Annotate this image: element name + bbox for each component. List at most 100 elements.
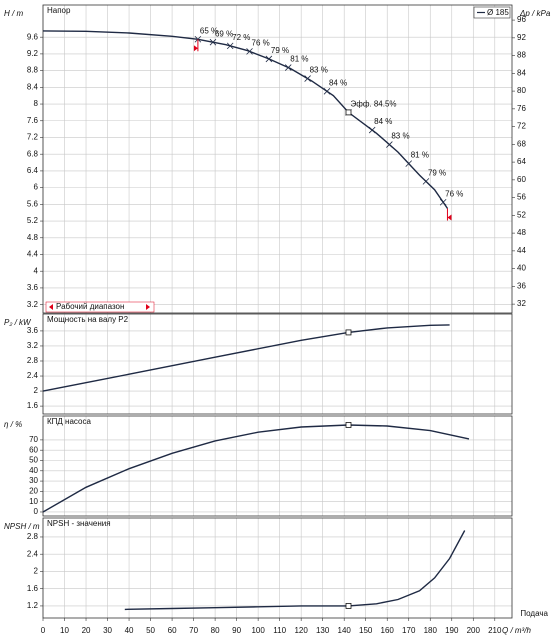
y-tick-label: 3.2: [27, 341, 39, 350]
y2-tick-label: 64: [517, 157, 526, 166]
legend-box: [473, 6, 511, 19]
efficiency-label: 76 %: [252, 38, 270, 47]
y2-tick-label: 84: [517, 68, 526, 77]
y2-tick-label: 92: [517, 33, 526, 42]
x-tick-label: 70: [189, 626, 198, 635]
y-tick-label: 4: [34, 266, 39, 275]
x-tick-label: 80: [211, 626, 220, 635]
y2-tick-label: 32: [517, 299, 526, 308]
x-tick-label: 40: [125, 626, 134, 635]
y-tick-label: 3.6: [27, 326, 39, 335]
x-tick-label: 130: [316, 626, 330, 635]
y-tick-label: 9.2: [27, 49, 39, 58]
bep-marker: [345, 422, 352, 428]
efficiency-label: 83 %: [391, 132, 409, 141]
y-tick-label: 2: [34, 386, 39, 395]
x-tick-label: 100: [251, 626, 265, 635]
y-tick-label: 9.6: [27, 32, 39, 41]
x-tick-label: 0: [41, 626, 46, 635]
range-label: Рабочий диапазон: [56, 302, 124, 311]
x-tick-label: 170: [402, 626, 416, 635]
efficiency-label: 81 %: [411, 151, 429, 160]
x-tick-label: 210: [488, 626, 502, 635]
y-tick-label: 2: [34, 567, 39, 576]
x-tick-label: 10: [60, 626, 69, 635]
x-tick-label: 20: [82, 626, 91, 635]
x-tick-label: 160: [381, 626, 395, 635]
efficiency-label: 83 %: [310, 66, 328, 75]
y-tick-label: 3.2: [27, 300, 39, 309]
y2-tick-label: 40: [517, 264, 526, 273]
x-axis-label: Q / m³/h: [502, 626, 531, 635]
efficiency-tick: [284, 64, 292, 71]
y-tick-label: 8: [34, 99, 39, 108]
y-axis-label: η / %: [4, 420, 22, 429]
bep-marker: [345, 329, 352, 336]
y-tick-label: 50: [29, 456, 38, 465]
y-tick-label: 30: [29, 476, 38, 485]
efficiency-tick: [386, 141, 393, 148]
range-legend-box: [45, 301, 155, 313]
efficiency-tick: [209, 38, 217, 46]
efficiency-tick: [304, 75, 311, 82]
y2-tick-label: 52: [517, 210, 526, 219]
y-tick-label: 20: [29, 486, 38, 495]
range-arrow: [193, 45, 198, 52]
plot-frame: [42, 4, 513, 314]
plot-frame: [42, 517, 513, 619]
y2-tick-label: 36: [517, 281, 526, 290]
curve: [42, 30, 449, 209]
y2-tick-label: 72: [517, 122, 526, 131]
y-tick-label: 0: [34, 507, 39, 516]
y-tick-label: 1.2: [27, 601, 39, 610]
efficiency-label: 81 %: [290, 55, 308, 64]
x-tick-label: 200: [467, 626, 481, 635]
range-arrow: [447, 214, 452, 221]
x-tick-label: 190: [445, 626, 459, 635]
panel-title: Напор: [47, 6, 71, 15]
y-tick-label: 40: [29, 466, 38, 475]
efficiency-tick: [323, 88, 331, 95]
y2-tick-label: 80: [517, 86, 526, 95]
efficiency-label: 79 %: [428, 168, 446, 177]
y-tick-label: 60: [29, 445, 38, 454]
x-tick-label: 90: [232, 626, 241, 635]
y-tick-label: 5.6: [27, 199, 39, 208]
y2-tick-label: 60: [517, 175, 526, 184]
efficiency-label: 72 %: [232, 33, 250, 42]
y2-tick-label: 44: [517, 246, 526, 255]
x-tick-label: 50: [146, 626, 155, 635]
y-tick-label: 7.6: [27, 116, 39, 125]
y-axis-label: P₂ / kW: [4, 318, 32, 327]
y-tick-label: 2.4: [27, 371, 39, 380]
y-axis-label: H / m: [4, 9, 23, 18]
y-axis-label: NPSH / m: [4, 522, 40, 531]
efficiency-tick: [405, 160, 413, 167]
y2-tick-label: 76: [517, 104, 526, 113]
efficiency-label: Эфф. 84.5%: [350, 100, 396, 109]
y-tick-label: 8.8: [27, 66, 39, 75]
x-tick-label: 30: [103, 626, 112, 635]
y2-tick-label: 88: [517, 51, 526, 60]
plot-frame: [42, 313, 513, 415]
y-tick-label: 2.4: [27, 549, 39, 558]
efficiency-tick: [246, 48, 253, 55]
efficiency-tick: [368, 126, 376, 134]
range-legend-arrow: [49, 304, 53, 310]
y-tick-label: 6: [34, 183, 39, 192]
curve: [124, 530, 466, 611]
y-tick-label: 70: [29, 435, 38, 444]
efficiency-label: 69 %: [215, 29, 233, 38]
efficiency-tick: [439, 198, 447, 206]
y-tick-label: 10: [29, 497, 38, 506]
y-tick-label: 8.4: [27, 82, 39, 91]
y-tick-label: 2.8: [27, 356, 39, 365]
y2-axis-label: Δp / kPa: [519, 9, 551, 18]
efficiency-tick: [226, 42, 234, 50]
panel-title: Мощность на валу P2: [47, 315, 129, 324]
legend-entry: Ø 185: [487, 8, 509, 17]
range-legend-arrow: [146, 304, 150, 310]
x-tick-label: 150: [359, 626, 373, 635]
bep-marker: [345, 603, 352, 609]
